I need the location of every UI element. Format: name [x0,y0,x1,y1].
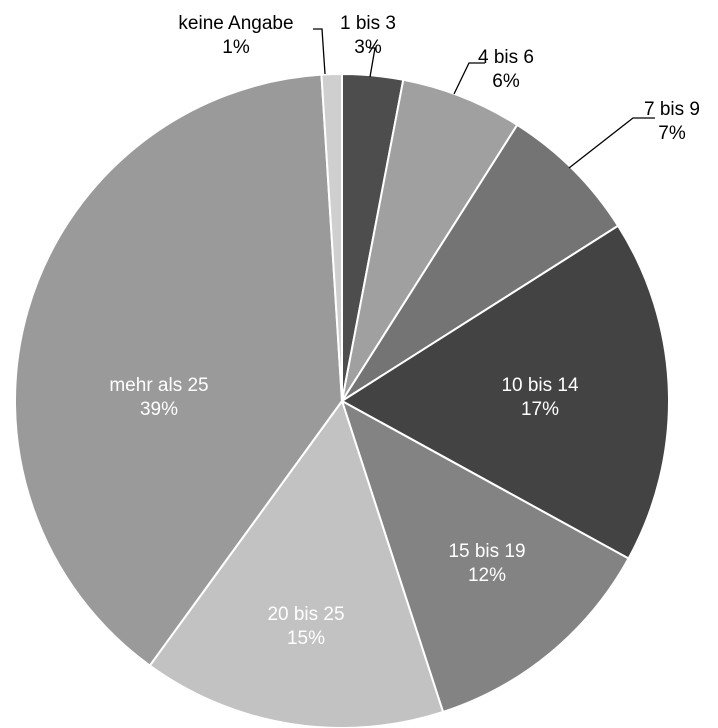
pie-slice-7-bis-9 [341,123,620,402]
data-label-4-bis-6: 4 bis 6 6% [478,47,534,92]
pie-slice-keine-angabe [320,72,343,402]
data-label-percent: 7% [658,123,686,144]
data-labels: 1 bis 3 3% 4 bis 6 6%7 bis 9 7%10 bis 14 17%1… [109,13,700,649]
leader-line-keine-angabe [313,28,326,75]
pie-slice-10-bis-14 [340,224,670,560]
data-label-category: 7 bis 9 [644,99,700,120]
pie-slice-4-bis-6 [341,78,519,402]
data-label-keine-angabe: keine Angabe 1% [178,13,293,58]
data-label-category: 10 bis 14 [501,375,579,396]
data-label-percent: 3% [354,37,382,58]
data-label-category: keine Angabe [178,13,293,34]
data-label-category: 15 bis 19 [448,541,525,562]
data-label-percent: 15% [287,628,325,649]
data-label-category: 20 bis 25 [267,604,344,625]
pie-slice-15-bis-19 [340,398,630,714]
leader-line-4-bis-6 [453,62,485,95]
data-label-1-bis-3: 1 bis 3 3% [340,13,396,58]
data-label-percent: 1% [222,37,250,58]
pie-slice-20-bis-25 [148,398,445,728]
data-label-mehr-als-25: mehr als 25 39% [109,375,208,420]
data-label-percent: 17% [521,399,559,420]
data-label-category: mehr als 25 [109,375,208,396]
data-label-percent: 6% [492,71,520,92]
leader-lines [313,28,655,169]
data-label-15-bis-19: 15 bis 19 12% [448,541,525,586]
data-label-10-bis-14: 10 bis 14 17% [501,375,579,420]
data-label-percent: 12% [468,565,506,586]
data-label-7-bis-9: 7 bis 9 7% [644,99,700,144]
data-label-percent: 39% [140,399,178,420]
data-label-20-bis-25: 20 bis 25 15% [267,604,344,649]
pie-slice-mehr-als-25 [14,73,344,667]
data-label-category: 1 bis 3 [340,13,396,34]
data-label-category: 4 bis 6 [478,47,534,68]
leader-line-1-bis-3 [369,47,376,78]
pie-slices [14,72,670,728]
leader-line-7-bis-9 [568,117,655,169]
